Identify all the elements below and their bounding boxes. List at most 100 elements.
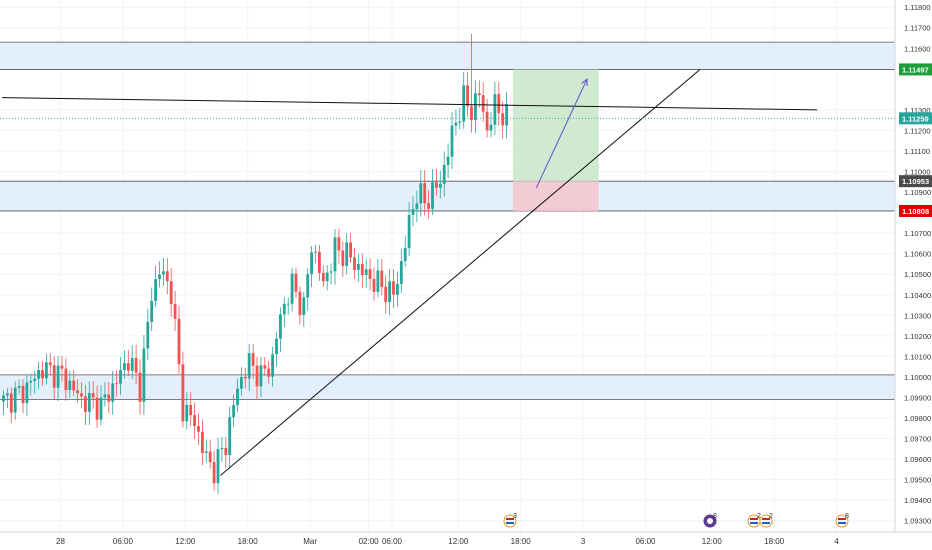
event-count: 2 <box>769 513 773 520</box>
flag-stripe <box>750 522 758 524</box>
price-tick-label: 1.09800 <box>904 414 931 423</box>
long-position-tool[interactable] <box>512 69 599 211</box>
us-flag-icon[interactable]: 8 <box>835 513 849 528</box>
event-markers[interactable]: 3 8 2 2 8 <box>503 513 849 528</box>
candle-body <box>372 278 376 292</box>
flag-stripe <box>750 518 758 520</box>
candle-body <box>470 106 473 121</box>
us-flag-icon[interactable]: 3 <box>503 513 517 528</box>
candle-body <box>197 425 200 432</box>
time-tick-label: 12:00 <box>702 537 723 546</box>
event-count: 2 <box>757 513 761 520</box>
candle-body <box>107 394 111 402</box>
us-flag-icon[interactable]: 2 <box>759 513 773 528</box>
candle-body <box>91 393 95 398</box>
candle-body <box>314 251 317 253</box>
candle-body <box>130 358 134 371</box>
flag-stripe <box>506 522 514 524</box>
candle-body <box>84 396 87 412</box>
candle-body <box>411 209 415 215</box>
candle-body <box>368 269 372 279</box>
stop-price-tag <box>899 204 932 217</box>
price-tick-label: 1.11000 <box>904 168 931 177</box>
candle-body <box>255 365 259 387</box>
candle-body <box>68 380 72 390</box>
candle-body <box>427 203 430 209</box>
candle-body <box>111 383 115 402</box>
candle-body <box>435 182 438 188</box>
candle-body <box>462 85 466 122</box>
entry-price-tag <box>899 175 932 188</box>
candle-body <box>232 404 235 418</box>
grid <box>0 0 895 532</box>
flag-stripe <box>762 522 770 524</box>
candle-body <box>333 237 337 272</box>
candle-body <box>162 271 165 275</box>
arrow-head-icon <box>581 77 588 87</box>
candle-body <box>189 404 193 416</box>
us-flag-icon[interactable]: 2 <box>747 513 761 528</box>
candle-body <box>392 281 395 295</box>
candle-body <box>228 417 232 456</box>
entry-price-tag-label: 1.10953 <box>902 177 929 186</box>
horizontal-trendline <box>1 97 818 111</box>
candle-body <box>181 364 185 422</box>
flag-stripe <box>762 518 770 520</box>
candle-body <box>13 387 17 413</box>
candle-body <box>169 281 173 304</box>
candle-body <box>353 257 356 271</box>
candle-body <box>99 397 103 420</box>
candle-body <box>431 182 434 209</box>
candle-body <box>193 415 196 426</box>
candle-body <box>294 273 298 292</box>
candle-body <box>138 372 142 402</box>
candle-body <box>2 395 5 402</box>
candle-body <box>415 203 419 210</box>
event-count: 8 <box>713 513 717 520</box>
price-tick-label: 1.09300 <box>904 517 931 526</box>
time-tick-label: 18:00 <box>511 537 532 546</box>
candle-body <box>302 297 306 315</box>
candle-body <box>212 462 216 484</box>
price-tick-label: 1.11200 <box>904 126 931 135</box>
candle-body <box>376 270 380 292</box>
candle-body <box>493 94 497 125</box>
candle-body <box>48 362 52 366</box>
candle-body <box>119 369 122 384</box>
candle-body <box>267 368 271 377</box>
candle-body <box>37 369 40 379</box>
price-tick-label: 1.09400 <box>904 496 931 505</box>
candle-body <box>489 124 493 131</box>
candle-body <box>251 353 255 366</box>
candle-body <box>126 363 130 371</box>
candle-body <box>243 377 247 379</box>
candle-body <box>419 183 423 204</box>
ascending-trendline <box>220 69 701 476</box>
time-tick-label: 06:00 <box>382 537 403 546</box>
event-count: 8 <box>845 513 849 520</box>
zone-0 <box>0 42 895 70</box>
time-tick-label: 4 <box>834 537 839 546</box>
price-tick-label: 1.10400 <box>904 291 931 300</box>
zone-1 <box>0 181 895 211</box>
candle-body <box>41 369 44 379</box>
price-tick-label: 1.10600 <box>904 250 931 259</box>
last-price-tag-label: 1.11259 <box>902 114 929 123</box>
earnings-icon[interactable]: 8 <box>703 513 717 528</box>
target-area <box>512 69 599 182</box>
drawings[interactable] <box>0 69 895 476</box>
candle-body <box>399 261 403 284</box>
candle-body <box>247 353 251 379</box>
candle-body <box>477 93 481 96</box>
price-tick-label: 1.10500 <box>904 270 931 279</box>
candle-body <box>9 393 13 413</box>
candle-body <box>485 111 489 131</box>
candle-body <box>201 431 204 453</box>
candle-body <box>481 95 485 112</box>
price-tick-label: 1.10900 <box>904 188 931 197</box>
candle-body <box>380 270 384 287</box>
candle-body <box>271 354 274 377</box>
candle-body <box>220 447 224 450</box>
candle-body <box>224 447 228 456</box>
